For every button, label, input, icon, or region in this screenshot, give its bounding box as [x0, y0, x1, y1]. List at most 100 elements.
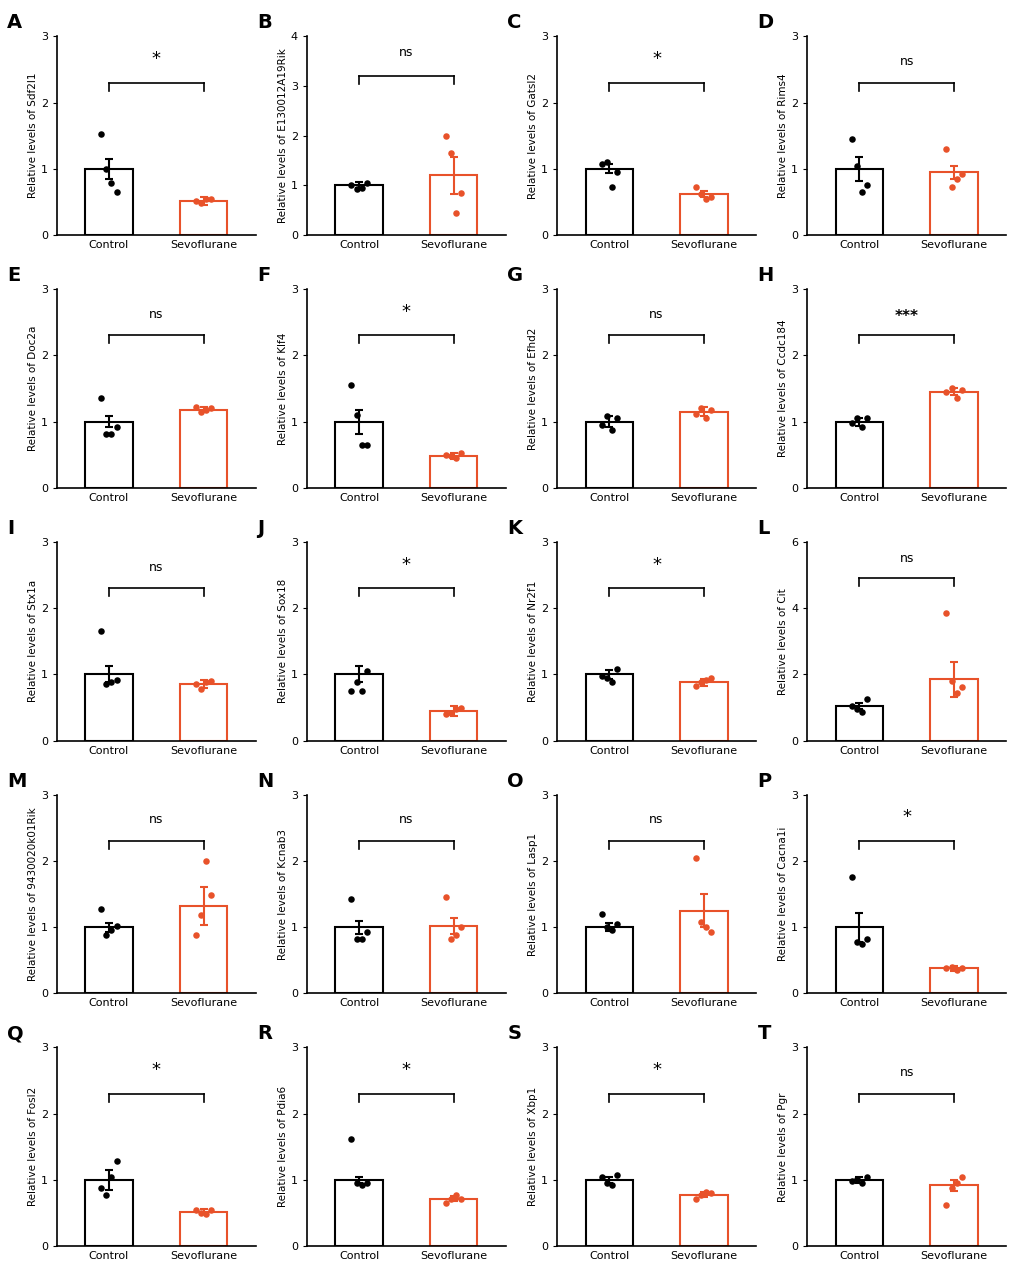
Point — [203, 398, 219, 418]
Point — [354, 929, 370, 950]
Point — [948, 388, 964, 408]
Point — [848, 156, 864, 176]
Point — [688, 676, 704, 696]
Bar — [335, 185, 382, 235]
Point — [358, 435, 374, 455]
Point — [198, 1204, 214, 1224]
Point — [447, 924, 464, 945]
Bar — [680, 412, 727, 488]
Point — [853, 701, 869, 722]
Text: D: D — [757, 13, 773, 32]
Point — [93, 388, 109, 408]
Point — [943, 671, 959, 691]
Point — [343, 175, 360, 195]
Point — [688, 848, 704, 868]
Bar — [179, 907, 227, 993]
Point — [354, 681, 370, 701]
Point — [953, 380, 969, 400]
Bar — [179, 409, 227, 488]
Point — [442, 143, 459, 163]
Point — [608, 162, 625, 182]
Text: I: I — [7, 519, 14, 538]
Point — [203, 885, 219, 905]
Point — [853, 933, 869, 954]
Text: J: J — [257, 519, 264, 538]
Bar — [86, 168, 132, 235]
Point — [103, 1167, 119, 1187]
Bar — [335, 927, 382, 993]
Point — [193, 678, 209, 699]
Bar — [430, 926, 477, 993]
Text: ns: ns — [899, 1066, 913, 1079]
Text: ns: ns — [649, 813, 663, 826]
Point — [198, 399, 214, 419]
Point — [452, 444, 469, 464]
Point — [437, 887, 453, 908]
Point — [608, 1164, 625, 1184]
Point — [843, 129, 859, 149]
Point — [203, 1200, 219, 1220]
Point — [688, 403, 704, 423]
Y-axis label: Relative levels of Ccdc184: Relative levels of Ccdc184 — [777, 320, 788, 458]
Y-axis label: Relative levels of Kcnab3: Relative levels of Kcnab3 — [278, 829, 287, 960]
Text: O: O — [506, 771, 524, 790]
Point — [437, 445, 453, 465]
Bar — [335, 422, 382, 488]
Point — [452, 917, 469, 937]
Point — [603, 672, 620, 692]
Y-axis label: Relative levels of Lasp1: Relative levels of Lasp1 — [528, 833, 538, 955]
Point — [953, 164, 969, 185]
Point — [703, 668, 719, 688]
Point — [348, 1173, 365, 1193]
Point — [98, 1184, 114, 1205]
Bar — [86, 1179, 132, 1246]
Point — [187, 190, 204, 210]
Point — [603, 177, 620, 198]
Text: Q: Q — [7, 1024, 23, 1043]
Point — [853, 182, 869, 203]
Point — [103, 173, 119, 194]
Bar — [680, 194, 727, 235]
Point — [358, 660, 374, 681]
Text: T: T — [757, 1024, 770, 1043]
Point — [358, 1173, 374, 1193]
Point — [93, 124, 109, 144]
Point — [452, 697, 469, 718]
Bar — [835, 1179, 882, 1246]
Point — [608, 408, 625, 428]
Text: ns: ns — [149, 813, 163, 826]
Point — [698, 408, 714, 428]
Point — [848, 699, 864, 719]
Point — [948, 1173, 964, 1193]
Bar — [430, 456, 477, 488]
Point — [937, 381, 954, 402]
Point — [698, 917, 714, 937]
Text: ns: ns — [899, 552, 913, 565]
Point — [198, 189, 214, 209]
Point — [348, 672, 365, 692]
Text: A: A — [7, 13, 22, 32]
Bar — [929, 391, 977, 488]
Point — [108, 417, 124, 437]
Point — [343, 1128, 360, 1149]
Bar — [585, 1179, 632, 1246]
Point — [858, 688, 874, 709]
Point — [593, 1167, 609, 1187]
Y-axis label: Relative levels of Sdf2l1: Relative levels of Sdf2l1 — [28, 73, 38, 199]
Bar — [335, 1179, 382, 1246]
Point — [198, 672, 214, 692]
Point — [442, 1188, 459, 1209]
Point — [693, 398, 709, 418]
Text: *: * — [401, 1061, 411, 1079]
Text: *: * — [651, 50, 660, 68]
Bar — [835, 422, 882, 488]
Point — [343, 375, 360, 395]
Point — [843, 413, 859, 434]
Bar — [179, 685, 227, 741]
Y-axis label: Relative levels of Rims4: Relative levels of Rims4 — [777, 74, 788, 198]
Text: ns: ns — [398, 813, 413, 826]
Point — [853, 1173, 869, 1193]
Point — [608, 914, 625, 935]
Point — [447, 448, 464, 468]
Point — [108, 915, 124, 936]
